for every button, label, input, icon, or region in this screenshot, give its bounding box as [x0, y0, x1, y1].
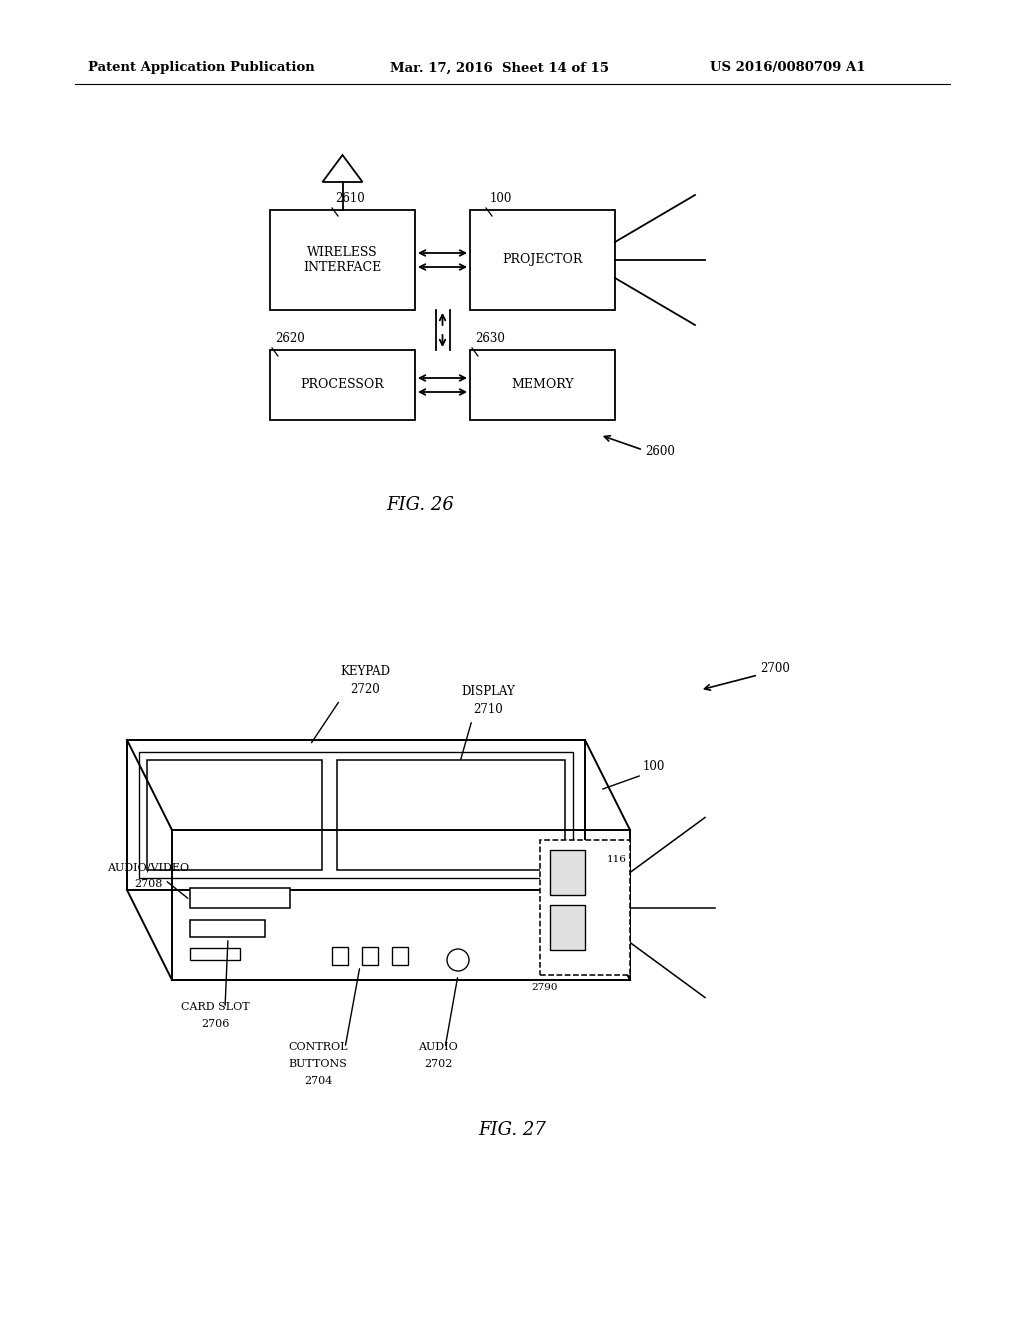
Bar: [270, 350, 415, 420]
Text: 100: 100: [643, 760, 666, 774]
Text: Mar. 17, 2016  Sheet 14 of 15: Mar. 17, 2016 Sheet 14 of 15: [390, 62, 609, 74]
Text: 2600: 2600: [645, 445, 675, 458]
Text: AUDIO: AUDIO: [418, 1041, 458, 1052]
Text: AUDIO/VIDEO: AUDIO/VIDEO: [106, 862, 189, 873]
Text: 2700: 2700: [760, 663, 790, 675]
Text: Patent Application Publication: Patent Application Publication: [88, 62, 314, 74]
Text: MEMORY: MEMORY: [511, 379, 573, 392]
Bar: [392, 946, 408, 965]
Text: KEYPAD: KEYPAD: [340, 665, 390, 678]
Text: 116: 116: [607, 855, 627, 865]
Text: PROJECTOR: PROJECTOR: [503, 253, 583, 267]
Text: 2702: 2702: [424, 1059, 453, 1069]
Text: FIG. 26: FIG. 26: [386, 496, 454, 513]
Text: 2708: 2708: [134, 879, 162, 888]
Bar: [470, 350, 615, 420]
Text: 2610: 2610: [335, 191, 365, 205]
Bar: [362, 946, 378, 965]
Text: 2630: 2630: [475, 333, 505, 345]
Bar: [470, 210, 615, 310]
Bar: [332, 946, 348, 965]
Text: 2620: 2620: [275, 333, 305, 345]
Text: PROCESSOR: PROCESSOR: [301, 379, 384, 392]
Text: 100: 100: [490, 191, 512, 205]
Text: DISPLAY: DISPLAY: [461, 685, 515, 698]
Text: BUTTONS: BUTTONS: [289, 1059, 347, 1069]
Text: FIG. 27: FIG. 27: [478, 1121, 546, 1139]
Text: 2720: 2720: [350, 682, 380, 696]
Text: CONTROL: CONTROL: [288, 1041, 348, 1052]
Bar: [190, 948, 240, 960]
Bar: [550, 850, 585, 895]
Bar: [270, 210, 415, 310]
Text: US 2016/0080709 A1: US 2016/0080709 A1: [710, 62, 865, 74]
Bar: [540, 840, 630, 975]
Text: CARD SLOT: CARD SLOT: [180, 1002, 249, 1012]
Text: 2790: 2790: [531, 983, 558, 993]
Text: 2710: 2710: [473, 704, 503, 715]
Text: 2704: 2704: [304, 1076, 332, 1086]
Text: 2706: 2706: [201, 1019, 229, 1030]
Bar: [550, 906, 585, 950]
Bar: [190, 888, 290, 908]
Text: WIRELESS
INTERFACE: WIRELESS INTERFACE: [303, 246, 382, 275]
Bar: [190, 920, 265, 937]
